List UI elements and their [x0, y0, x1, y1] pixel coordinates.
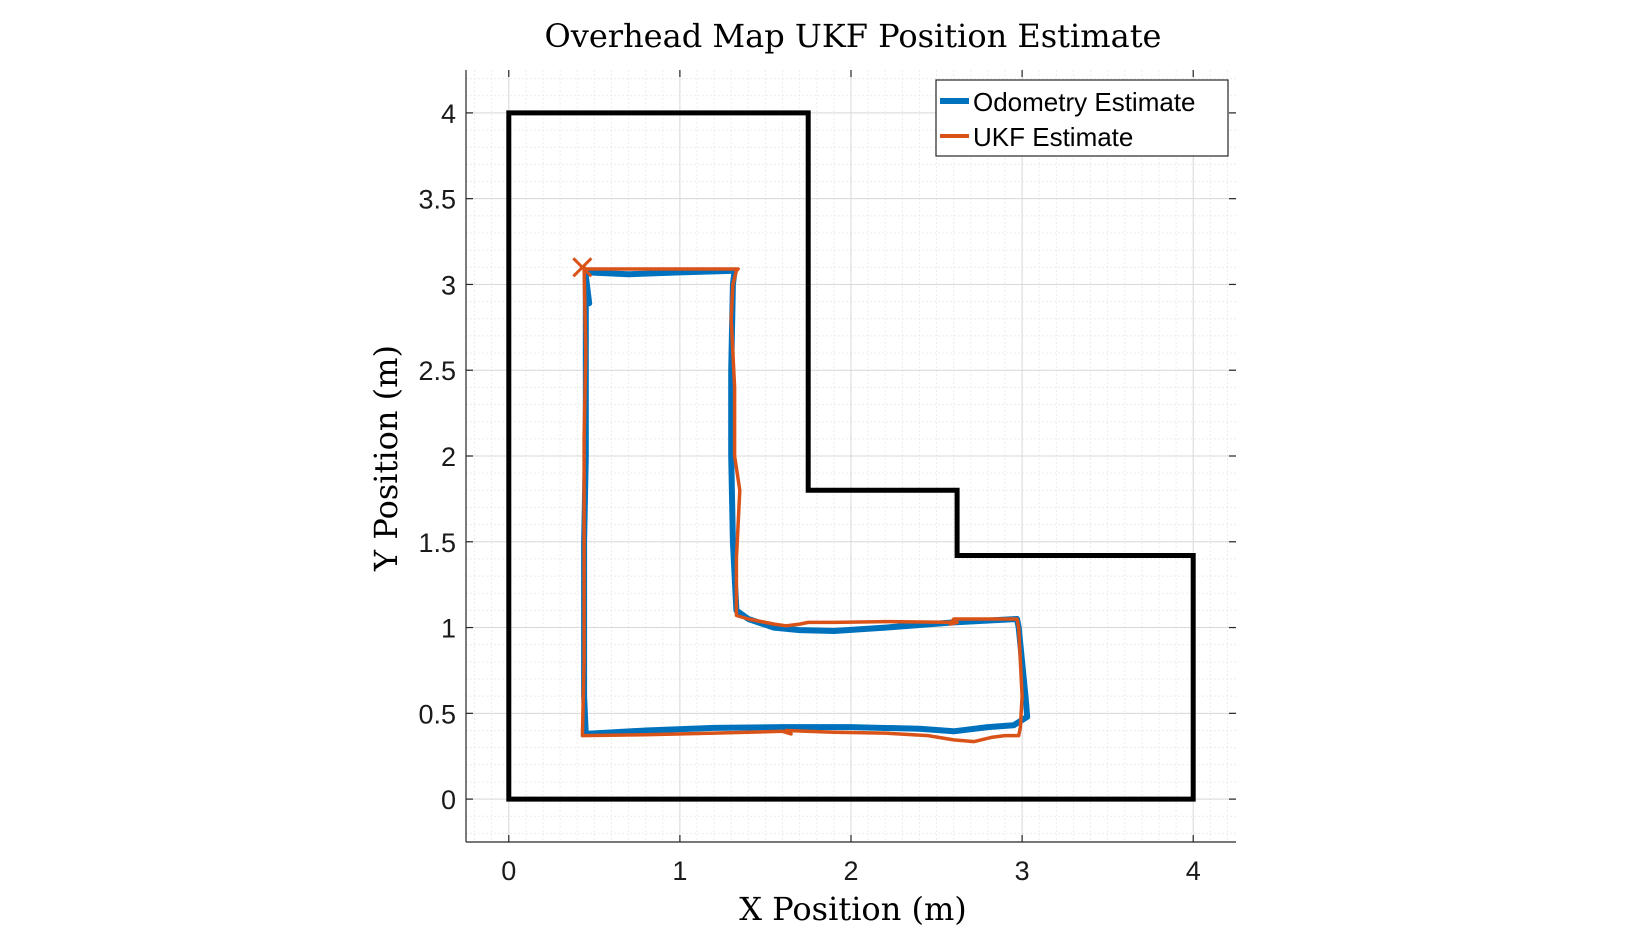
- y-tick-label: 2: [441, 442, 456, 472]
- y-tick-label: 3.5: [418, 185, 456, 215]
- legend-box: [935, 79, 1229, 157]
- x-tick-label: 0: [501, 856, 516, 886]
- plot-markers: [572, 257, 593, 278]
- y-tick-label: 1.5: [418, 528, 456, 558]
- plot-series: [506, 110, 1196, 802]
- legend-label-odometry: Odometry Estimate: [973, 87, 1196, 117]
- x-tick-label: 1: [672, 856, 687, 886]
- y-tick-label: 2.5: [418, 356, 456, 386]
- x-tick-label: 4: [1186, 856, 1201, 886]
- y-tick-label: 1: [441, 614, 456, 644]
- tick-labels: 0 1 2 3 4 0 0.5 1 1.5 2 2.5 3 3.5 4: [418, 99, 1200, 886]
- legend-label-ukf: UKF Estimate: [973, 122, 1133, 152]
- series-line-map-boundary: [506, 110, 1196, 802]
- x-axis-label: X Position (m): [739, 890, 967, 928]
- y-tick-label: 0.5: [418, 699, 456, 729]
- start-marker: [572, 257, 593, 278]
- legend: Odometry Estimate UKF Estimate: [935, 79, 1229, 157]
- chart-title: Overhead Map UKF Position Estimate: [545, 17, 1162, 55]
- series-line-ukf: [580, 265, 1024, 744]
- x-tick-label: 2: [843, 856, 858, 886]
- y-axis-label: Y Position (m): [367, 345, 405, 572]
- grid: [466, 70, 1236, 842]
- axes: [465, 70, 1236, 843]
- x-tick-label: 3: [1015, 856, 1030, 886]
- series-line-odometry: [581, 267, 1031, 737]
- y-tick-label: 3: [441, 270, 456, 300]
- y-tick-label: 0: [441, 785, 456, 815]
- y-tick-label: 4: [441, 99, 456, 129]
